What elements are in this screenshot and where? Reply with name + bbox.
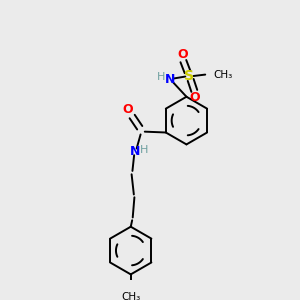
Text: CH₃: CH₃ bbox=[213, 70, 232, 80]
Text: S: S bbox=[184, 69, 194, 83]
Text: N: N bbox=[165, 73, 175, 86]
Text: O: O bbox=[190, 91, 200, 104]
Text: H: H bbox=[157, 72, 165, 82]
Text: O: O bbox=[177, 48, 188, 61]
Text: N: N bbox=[130, 145, 140, 158]
Text: O: O bbox=[123, 103, 133, 116]
Text: H: H bbox=[140, 145, 148, 155]
Text: CH₃: CH₃ bbox=[121, 292, 140, 300]
